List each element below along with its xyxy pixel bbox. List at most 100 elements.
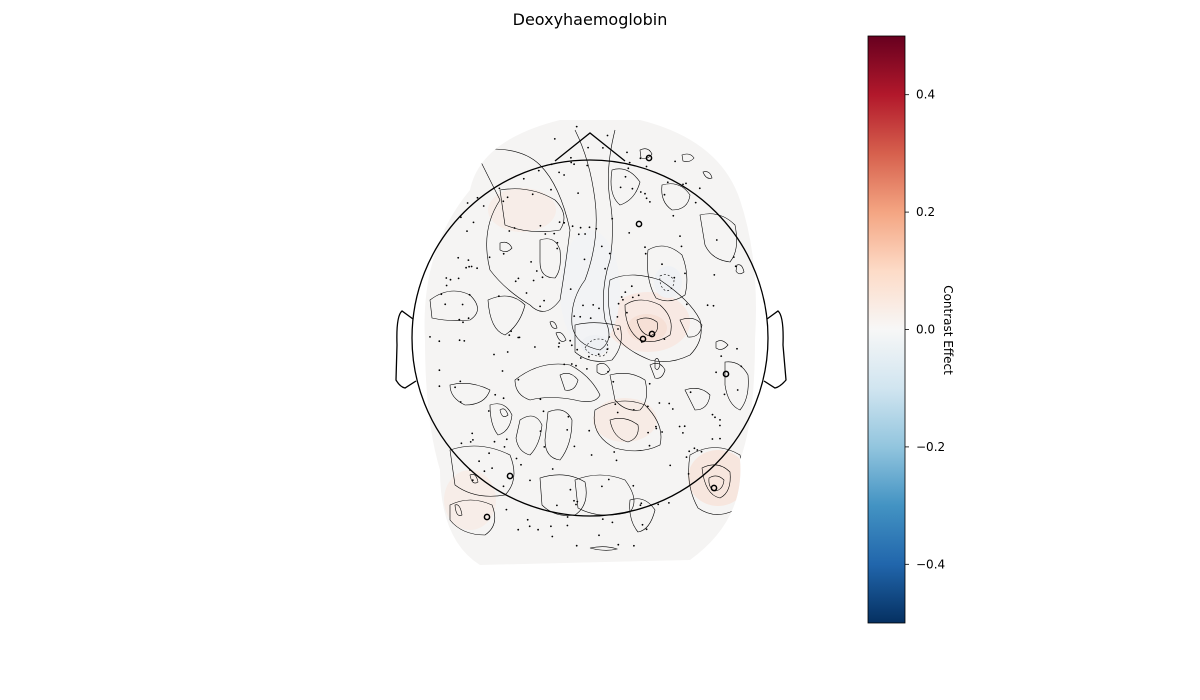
sensor-dot [575, 544, 578, 547]
sensor-dot [628, 232, 631, 234]
nose [554, 132, 626, 162]
sensor-dot [615, 459, 618, 462]
sensor-dot [588, 226, 591, 229]
sensor-dot [632, 484, 635, 487]
colorbar: 0.4 0.2 0.0 −0.2 −0.4 Contrast Effect [867, 35, 955, 624]
sensor-dot [467, 259, 470, 261]
sensor-dot [458, 339, 461, 342]
negative-blob [581, 335, 609, 355]
sensor-dot [557, 345, 560, 348]
sensor-dot [592, 304, 595, 306]
sensor-dot [601, 518, 604, 520]
sensor-dot [566, 524, 569, 527]
sensor-dot [647, 431, 649, 434]
topomap-field [424, 120, 756, 565]
sensor-dot [607, 370, 609, 373]
sensor-dot [617, 328, 619, 330]
sensor-dot [579, 315, 582, 318]
sensor-dot [624, 175, 627, 178]
sensor-dot [539, 305, 541, 308]
sensor-dot [680, 245, 683, 248]
sensor-dot [644, 246, 646, 249]
sensor-dot [573, 445, 576, 448]
sensor-dot [494, 393, 497, 396]
sensor-dot [469, 441, 472, 443]
sensor-dot [517, 336, 520, 339]
sensor-dot [551, 468, 554, 470]
sensor-dot [556, 247, 559, 250]
sensor-dot [588, 355, 590, 358]
sensor-dot [573, 499, 575, 502]
sensor-dot [672, 214, 675, 217]
sensor-dot [488, 452, 490, 455]
sensor-dot [633, 544, 635, 547]
sensor-dot [487, 410, 490, 412]
sensor-dot [589, 317, 592, 319]
sensor-dot [663, 193, 666, 196]
sensor-dot [468, 293, 471, 296]
highlighted-channel-marker [483, 513, 491, 521]
sensor-dot [719, 424, 721, 427]
sensor-dot [449, 278, 452, 281]
sensor-dot [466, 230, 468, 233]
sensor-dot [645, 197, 648, 200]
sensor-dot [657, 503, 660, 506]
sensor-dot [493, 440, 496, 443]
sensor-dot [501, 370, 504, 372]
sensor-dot [720, 355, 723, 357]
sensor-dot [689, 391, 692, 394]
sensor-dot [513, 227, 516, 229]
sensor-dot [465, 266, 467, 269]
sensor-dot [619, 186, 622, 189]
sensor-dot [736, 347, 738, 350]
sensor-dot [505, 438, 508, 441]
sensor-dot [661, 263, 663, 266]
sensor-dot [706, 304, 709, 307]
sensor-dot [534, 346, 536, 348]
sensor-dot [588, 429, 591, 432]
sensor-dot [528, 525, 531, 528]
sensor-dot [550, 525, 552, 528]
sensor-dot [556, 241, 559, 244]
sensor-dot [622, 298, 624, 301]
colorbar-label: Contrast Effect [941, 285, 955, 375]
sensor-dot [655, 427, 658, 430]
sensor-dot [563, 363, 566, 366]
sensor-dot [682, 183, 684, 186]
sensor-dot [541, 276, 544, 279]
sensor-dot [467, 317, 470, 320]
sensor-dot [624, 291, 627, 293]
sensor-dot [514, 280, 517, 283]
sensor-dot [566, 516, 569, 518]
sensor-dot [607, 478, 610, 481]
sensor-dot [679, 235, 681, 238]
negative-blob [560, 230, 620, 350]
sensor-dot [551, 535, 554, 538]
sensor-dot [583, 258, 586, 261]
sensor-dot [648, 382, 651, 385]
sensor-dot [498, 187, 501, 190]
sensor-dots [429, 125, 743, 547]
sensor-dot [617, 543, 620, 546]
sensor-dot [535, 270, 538, 272]
sensor-dot [445, 277, 448, 279]
sensor-dot [476, 196, 479, 199]
sensor-dot [639, 504, 642, 507]
sensor-dot [616, 411, 619, 414]
sensor-dot [658, 402, 661, 404]
sensor-dot [558, 171, 560, 174]
sensor-dot [597, 353, 600, 356]
sensor-dot [711, 438, 714, 440]
sensor-dot [563, 221, 566, 224]
sensor-dot [639, 191, 642, 193]
sensor-dot [644, 192, 646, 195]
sensor-dot [671, 408, 674, 410]
sensor-dot [582, 304, 584, 307]
sensor-dot [471, 479, 474, 482]
sensor-dot [553, 138, 556, 140]
sensor-dot [576, 348, 579, 351]
sensor-dot [696, 449, 699, 451]
sensor-dot [711, 413, 714, 416]
sensor-dot [502, 252, 505, 255]
sensor-dot [685, 303, 688, 306]
